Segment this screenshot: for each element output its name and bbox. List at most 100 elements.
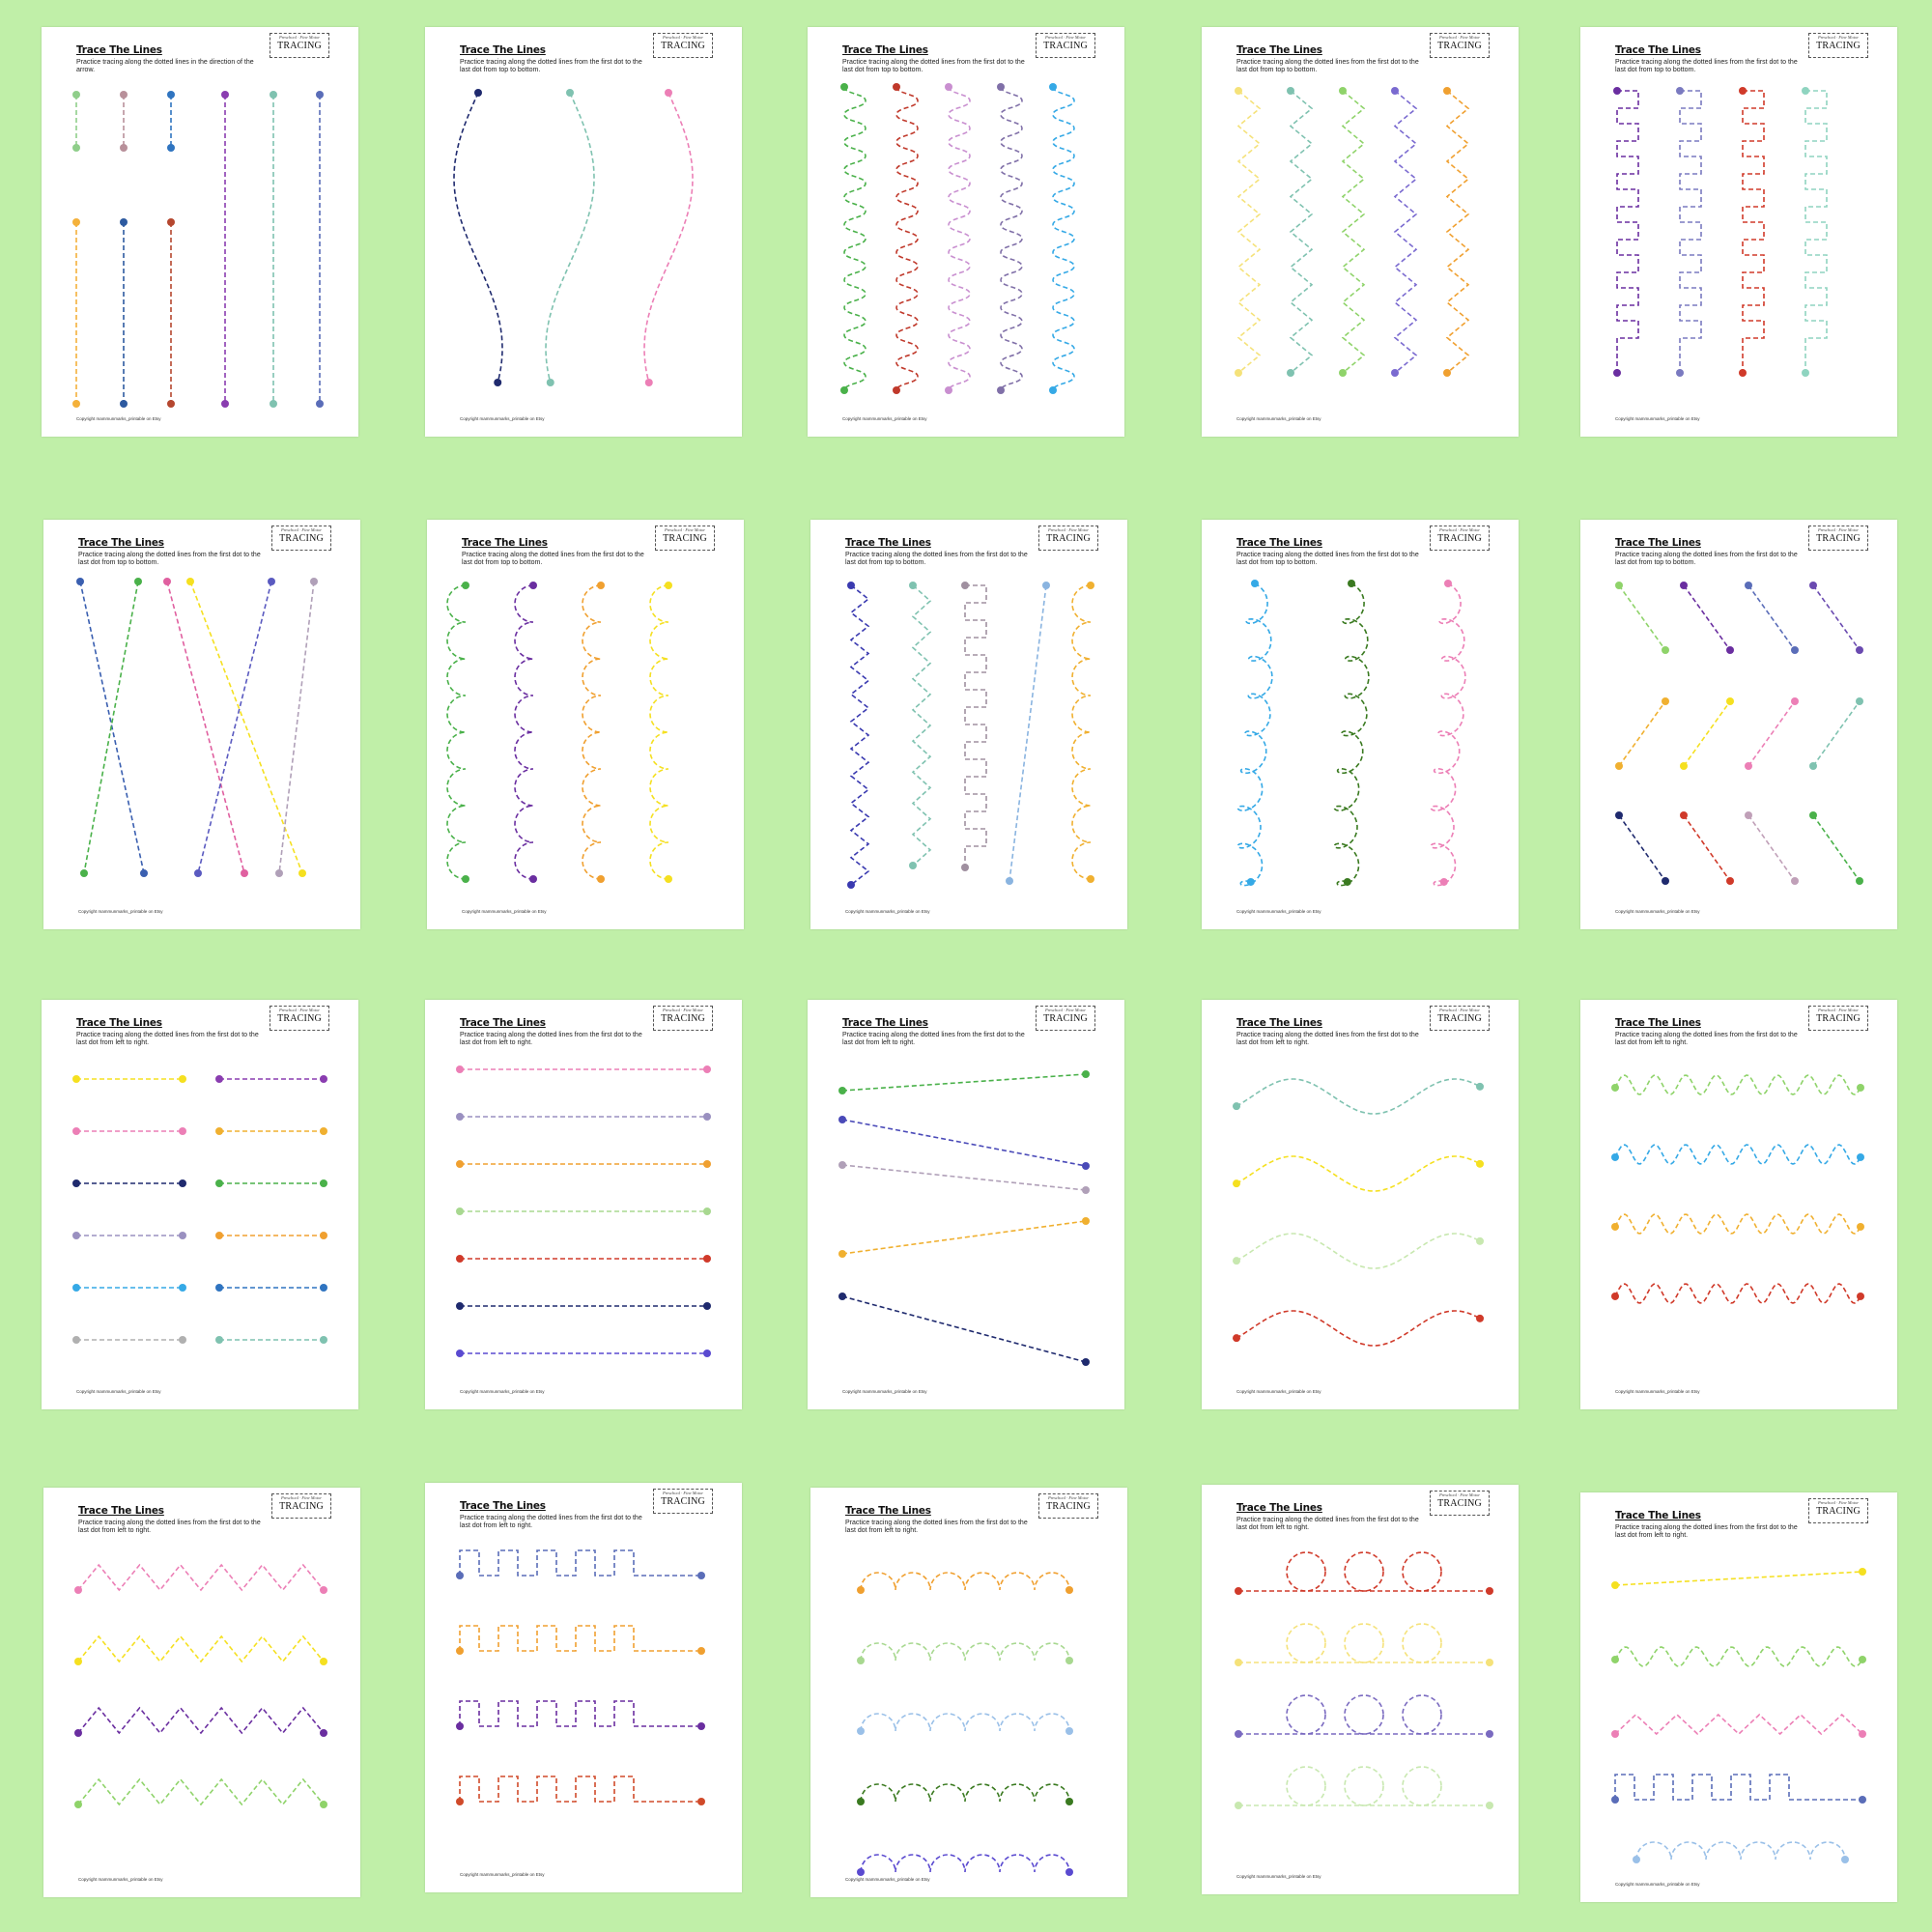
trace-line <box>1236 1233 1481 1269</box>
badge-label: TRACING <box>279 533 324 544</box>
trace-dot <box>74 1658 82 1665</box>
trace-dot <box>167 218 175 226</box>
tracing-badge: Preschool · Fine Motor TRACING <box>1808 1006 1868 1031</box>
tracing-badge: Preschool · Fine Motor TRACING <box>270 33 329 58</box>
trace-line <box>643 92 694 384</box>
trace-line <box>841 1295 1087 1363</box>
tracing-lines <box>847 582 1094 889</box>
tracing-lines <box>76 578 318 877</box>
trace-dot <box>1680 811 1688 819</box>
worksheet-card[interactable]: Trace The Lines Practice tracing along th… <box>425 27 742 437</box>
trace-dot <box>316 400 324 408</box>
trace-dot <box>1486 1659 1493 1666</box>
trace-circle <box>1402 1551 1442 1592</box>
worksheet-card[interactable]: Trace The Lines Practice tracing along th… <box>43 520 360 929</box>
copyright-note: Copyright mammunmarks_printable on Etsy <box>845 1877 930 1882</box>
trace-line <box>1683 814 1731 882</box>
worksheet-card[interactable]: Trace The Lines Practice tracing along th… <box>425 1483 742 1892</box>
worksheet-card[interactable]: Trace The Lines Practice tracing along th… <box>808 1000 1124 1409</box>
trace-dot <box>703 1255 711 1263</box>
trace-dot <box>1065 1657 1073 1664</box>
trace-dot <box>546 379 554 386</box>
trace-dot <box>840 386 848 394</box>
badge-label: TRACING <box>277 1013 322 1024</box>
trace-dot <box>857 1727 865 1735</box>
trace-dot <box>310 578 318 585</box>
badge-label: TRACING <box>661 41 705 51</box>
trace-dot <box>1726 646 1734 654</box>
badge-label: TRACING <box>1816 1506 1861 1517</box>
trace-dot <box>320 1127 327 1135</box>
worksheet-card[interactable]: Trace The Lines Practice tracing along th… <box>1580 1000 1897 1409</box>
worksheet-card[interactable]: Trace The Lines Practice tracing along th… <box>1580 27 1897 437</box>
badge-subtitle: Preschool · Fine Motor <box>664 527 706 532</box>
trace-dot <box>847 881 855 889</box>
worksheet-card[interactable]: Trace The Lines Practice tracing along th… <box>1202 1000 1519 1409</box>
trace-dot <box>1082 1217 1090 1225</box>
tracing-lines <box>1611 1074 1864 1304</box>
trace-line <box>1616 90 1639 373</box>
trace-line <box>860 1783 1070 1803</box>
badge-label: TRACING <box>279 1501 324 1512</box>
worksheet-title: Trace The Lines <box>460 1017 546 1029</box>
worksheet-card[interactable]: Trace The Lines Practice tracing along th… <box>810 1488 1127 1897</box>
badge-label: TRACING <box>1043 41 1088 51</box>
worksheet-card[interactable]: Trace The Lines Practice tracing along th… <box>425 1000 742 1409</box>
trace-dot <box>1611 1222 1619 1231</box>
copyright-note: Copyright mammunmarks_printable on Etsy <box>1236 416 1321 421</box>
trace-line <box>849 584 870 886</box>
badge-label: TRACING <box>1816 533 1861 544</box>
trace-dot <box>1235 1802 1242 1809</box>
copyright-note: Copyright mammunmarks_printable on Etsy <box>460 1872 545 1877</box>
trace-dot <box>703 1113 711 1121</box>
worksheet-card[interactable]: Trace The Lines Practice tracing along th… <box>427 520 744 929</box>
trace-line <box>83 581 139 874</box>
worksheet-card[interactable]: Trace The Lines Practice tracing along th… <box>1580 1492 1897 1902</box>
worksheet-card[interactable]: Trace The Lines Practice tracing along th… <box>1202 27 1519 437</box>
trace-dot <box>1611 1292 1619 1300</box>
trace-dot <box>320 1658 327 1665</box>
worksheet-card[interactable]: Trace The Lines Practice tracing along th… <box>1202 1485 1519 1894</box>
trace-dot <box>1235 1730 1242 1738</box>
trace-dot <box>456 1722 464 1730</box>
trace-dot <box>456 1160 464 1168</box>
tracing-lines <box>456 1065 711 1357</box>
trace-dot <box>1791 877 1799 885</box>
worksheet-card[interactable]: Trace The Lines Practice tracing along th… <box>1580 520 1897 929</box>
trace-dot <box>179 1179 186 1187</box>
trace-dot <box>215 1127 223 1135</box>
trace-dot <box>665 582 672 589</box>
trace-line <box>1289 90 1314 374</box>
trace-dot <box>1082 1186 1090 1194</box>
trace-line <box>1333 582 1370 887</box>
trace-dot <box>120 144 128 152</box>
trace-dot <box>72 218 80 226</box>
trace-dot <box>1662 877 1669 885</box>
trace-line <box>1614 1283 1861 1304</box>
badge-subtitle: Preschool · Fine Motor <box>1438 1008 1481 1012</box>
worksheet-title: Trace The Lines <box>845 537 931 549</box>
tracing-lines <box>453 89 694 386</box>
worksheet-card[interactable]: Trace The Lines Practice tracing along th… <box>1202 520 1519 929</box>
trace-dot <box>961 864 969 871</box>
trace-dot <box>1857 1083 1864 1092</box>
worksheet-card[interactable]: Trace The Lines Practice tracing along th… <box>42 1000 358 1409</box>
trace-dot <box>1791 697 1799 705</box>
trace-dot <box>1233 1334 1240 1343</box>
trace-line <box>1618 584 1666 651</box>
trace-dot <box>80 869 88 877</box>
worksheet-card[interactable]: Trace The Lines Practice tracing along th… <box>43 1488 360 1897</box>
trace-line <box>964 584 987 867</box>
trace-dot <box>1235 87 1242 95</box>
worksheet-card[interactable]: Trace The Lines Practice tracing along th… <box>808 27 1124 437</box>
trace-dot <box>221 91 229 99</box>
worksheet-instructions: Practice tracing along the dotted lines … <box>1236 552 1419 566</box>
badge-subtitle: Preschool · Fine Motor <box>1817 1008 1860 1012</box>
badge-subtitle: Preschool · Fine Motor <box>1047 1495 1090 1500</box>
worksheet-card[interactable]: Trace The Lines Practice tracing along th… <box>810 520 1127 929</box>
worksheet-card[interactable]: Trace The Lines Practice tracing along th… <box>42 27 358 437</box>
worksheet-title: Trace The Lines <box>78 537 164 549</box>
trace-dot <box>1486 1587 1493 1595</box>
trace-dot <box>1476 1159 1484 1168</box>
trace-dot <box>72 1179 80 1187</box>
